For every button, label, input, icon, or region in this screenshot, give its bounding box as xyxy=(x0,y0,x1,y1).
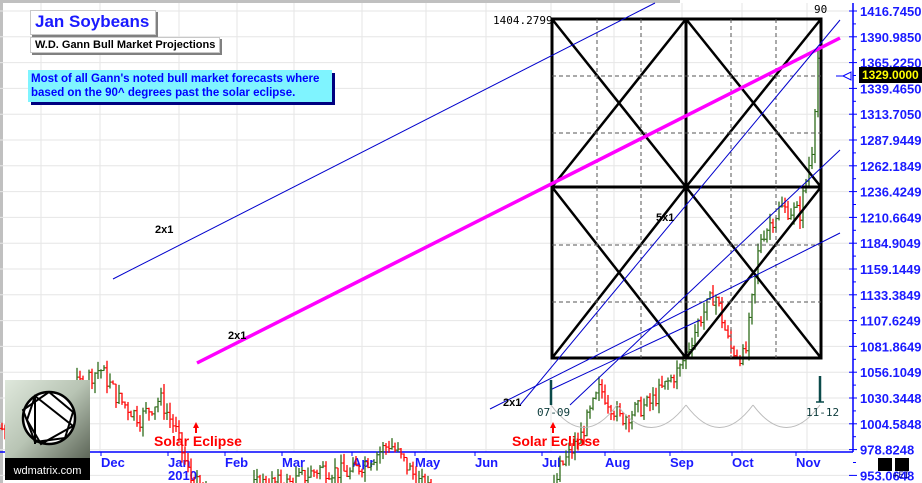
svg-text:Sep: Sep xyxy=(670,455,694,470)
gann-circle-polygon-icon xyxy=(21,390,77,446)
svg-text:1159.1449: 1159.1449 xyxy=(860,262,921,277)
svg-text:1390.9850: 1390.9850 xyxy=(860,30,921,45)
svg-text:1236.4249: 1236.4249 xyxy=(860,185,921,200)
svg-text:Mar: Mar xyxy=(282,455,305,470)
svg-text:May: May xyxy=(415,455,441,470)
svg-text:1056.1049: 1056.1049 xyxy=(860,365,921,380)
svg-text:11-12: 11-12 xyxy=(806,406,839,419)
svg-text:Nov: Nov xyxy=(796,455,821,470)
svg-text:1081.8649: 1081.8649 xyxy=(860,339,921,354)
scroll-left-button[interactable] xyxy=(878,458,892,471)
svg-text:2x1: 2x1 xyxy=(155,224,173,236)
svg-text:1365.2250: 1365.2250 xyxy=(860,56,921,71)
svg-text:1133.3849: 1133.3849 xyxy=(860,288,921,303)
logo-text: wdmatrix.com xyxy=(13,465,82,477)
svg-text:1262.1849: 1262.1849 xyxy=(860,159,921,174)
annotation-note: Most of all Gann's noted bull market for… xyxy=(28,70,332,102)
scroll-right-button[interactable] xyxy=(895,458,909,471)
svg-text:Solar Eclipse: Solar Eclipse xyxy=(512,433,600,449)
current-price-tag: 1329.0000 xyxy=(859,67,922,83)
svg-text:1184.9049: 1184.9049 xyxy=(860,236,921,251)
svg-text:Solar Eclipse: Solar Eclipse xyxy=(154,433,242,449)
svg-text:1107.6249: 1107.6249 xyxy=(860,314,921,329)
chart-title: Jan Soybeans xyxy=(30,10,157,35)
svg-text:Feb: Feb xyxy=(225,455,248,470)
gann-square xyxy=(550,17,823,360)
svg-text:Apr: Apr xyxy=(352,455,374,470)
logo: wdmatrix.com xyxy=(5,380,90,480)
svg-text:5x1: 5x1 xyxy=(656,212,674,224)
svg-text:1404.2799: 1404.2799 xyxy=(493,14,553,27)
svg-text:1030.3448: 1030.3448 xyxy=(860,391,921,406)
svg-text:90: 90 xyxy=(814,3,827,16)
svg-text:1287.9449: 1287.9449 xyxy=(860,133,921,148)
svg-text:953.0648: 953.0648 xyxy=(860,468,914,483)
svg-text:2010: 2010 xyxy=(168,468,197,483)
svg-text:2x1: 2x1 xyxy=(503,397,521,409)
svg-text:2x1: 2x1 xyxy=(228,330,246,342)
svg-text:Jul: Jul xyxy=(542,455,561,470)
svg-text:978.8248: 978.8248 xyxy=(860,443,914,458)
svg-text:1004.5848: 1004.5848 xyxy=(860,417,921,432)
chart-subtitle: W.D. Gann Bull Market Projections xyxy=(30,37,221,53)
svg-text:1416.7450: 1416.7450 xyxy=(860,4,921,19)
svg-text:Jun: Jun xyxy=(475,455,498,470)
svg-text:Dec: Dec xyxy=(101,455,125,470)
svg-text:Aug: Aug xyxy=(605,455,630,470)
ei-toggle[interactable]: +EI xyxy=(893,471,910,481)
svg-text:07-09: 07-09 xyxy=(537,406,570,419)
svg-text:Oct: Oct xyxy=(732,455,754,470)
svg-text:1313.7050: 1313.7050 xyxy=(860,107,921,122)
svg-text:1210.6649: 1210.6649 xyxy=(860,210,921,225)
svg-text:1339.4650: 1339.4650 xyxy=(860,81,921,96)
